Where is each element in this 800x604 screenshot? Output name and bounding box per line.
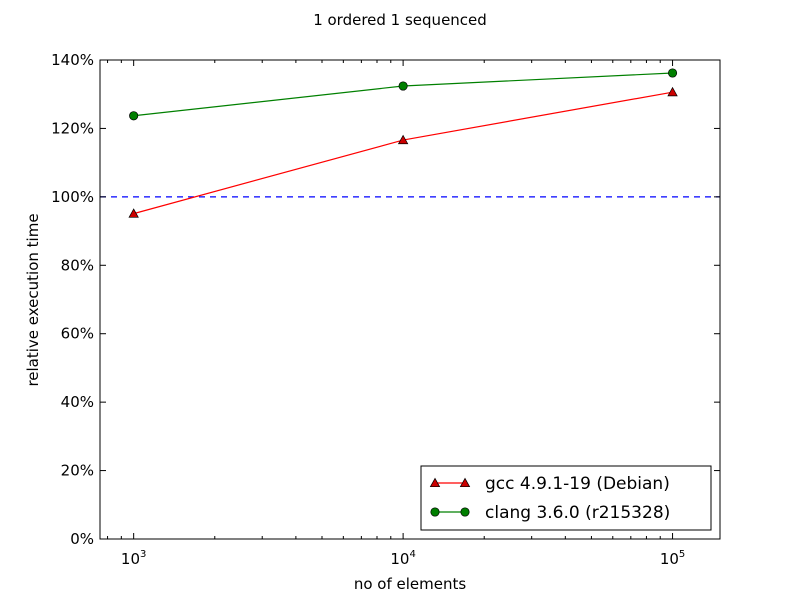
- legend-box: [420, 465, 712, 531]
- chart-title: 1 ordered 1 sequenced: [313, 11, 487, 29]
- series-1-point-2: [668, 68, 678, 78]
- legend-label-0: gcc 4.9.1-19 (Debian): [485, 474, 670, 494]
- legend-marker-1-0: [430, 507, 440, 517]
- x-tick-label-exponent: 4: [409, 549, 415, 560]
- y-tick-label-3: 60%: [61, 325, 94, 343]
- series-0-point-2: [667, 86, 678, 97]
- series-1-point-0: [129, 111, 139, 121]
- series-1-point-1: [398, 81, 408, 91]
- x-tick-label-exponent: 3: [140, 549, 146, 560]
- plot-background: [100, 60, 720, 539]
- y-tick-label-1: 20%: [61, 462, 94, 480]
- x-tick-label-2: 105: [660, 549, 685, 568]
- legend: gcc 4.9.1-19 (Debian) clang 3.6.0 (r21532…: [420, 465, 712, 531]
- x-axis-label: no of elements: [354, 575, 467, 593]
- x-tick-label-0: 103: [121, 549, 146, 568]
- y-axis-label: relative execution time: [24, 213, 42, 386]
- legend-marker-1-1: [460, 507, 470, 517]
- legend-marker-0-1: [459, 477, 471, 488]
- x-tick-label-base: 10: [660, 550, 679, 568]
- x-tick-label-exponent: 5: [679, 549, 685, 560]
- legend-label-1: clang 3.6.0 (r215328): [485, 503, 670, 523]
- series-0-point-1: [397, 134, 409, 145]
- plot-frame: [99, 59, 721, 540]
- x-tick-label-base: 10: [390, 550, 409, 568]
- y-tick-label-7: 140%: [51, 51, 94, 69]
- series-0-point-0: [128, 208, 139, 218]
- y-tick-label-0: 0%: [70, 530, 94, 548]
- x-tick-label-base: 10: [121, 550, 140, 568]
- y-tick-label-5: 100%: [51, 188, 94, 206]
- x-tick-label-1: 104: [390, 549, 415, 568]
- legend-marker-0-0: [429, 477, 441, 488]
- y-tick-label-6: 120%: [51, 119, 94, 137]
- y-tick-label-4: 80%: [61, 256, 94, 274]
- y-tick-label-2: 40%: [61, 393, 94, 411]
